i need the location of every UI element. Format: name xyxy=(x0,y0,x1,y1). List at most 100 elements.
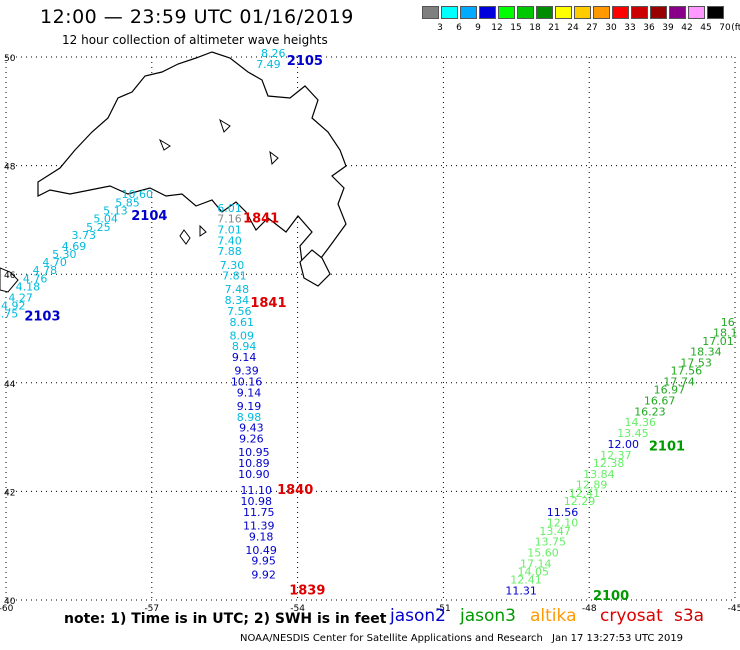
legend-label: 15 xyxy=(510,23,522,33)
lon-tick-label: -60 xyxy=(0,604,14,614)
lon-tick-label: -48 xyxy=(582,604,597,614)
pass-time-label: 2101 xyxy=(649,440,685,455)
swh-value: 5.13 xyxy=(103,204,128,217)
legend-swatch xyxy=(669,6,686,19)
legend-label: 9 xyxy=(475,23,481,33)
lat-tick-label: 46 xyxy=(4,271,16,281)
swh-value: 11.10 xyxy=(241,484,273,497)
legend-swatch xyxy=(593,6,610,19)
swh-value: 10.90 xyxy=(238,468,270,481)
swh-value: 9.14 xyxy=(237,386,262,399)
swh-value: 9.92 xyxy=(251,568,276,581)
legend-label: 18 xyxy=(529,23,541,33)
swh-value: 12.89 xyxy=(576,479,608,492)
swh-value: 4.78 xyxy=(33,264,58,277)
swh-value: 15.60 xyxy=(527,547,559,560)
coast-island-4 xyxy=(219,118,231,133)
swh-value: 13.75 xyxy=(535,536,567,549)
legend-swatch xyxy=(688,6,705,19)
swh-value: 7.40 xyxy=(217,234,242,247)
swh-value: 12.00 xyxy=(607,438,639,451)
swh-value: 4.75 xyxy=(0,308,18,321)
lat-tick-label: 40 xyxy=(4,597,16,607)
swh-value: 10.16 xyxy=(231,376,263,389)
swh-value: 4.27 xyxy=(8,291,33,304)
legend-swatch xyxy=(555,6,572,19)
legend-swatch xyxy=(517,6,534,19)
legend-swatch xyxy=(422,6,439,19)
lon-tick-label: -45 xyxy=(728,604,740,614)
swh-value: 5.04 xyxy=(93,213,118,226)
swh-value: 17.01 xyxy=(702,335,734,348)
pass-time-labels: 2105 2104 2103 1841 1841 1840 1839 2101 2100 xyxy=(24,54,685,604)
swh-value: 12.41 xyxy=(510,574,542,587)
newfoundland-island xyxy=(37,51,347,263)
swh-value: 16.97 xyxy=(654,384,686,397)
swh-value: 12.37 xyxy=(600,449,632,462)
footer-timestamp: Jan 17 13:27:53 UTC 2019 xyxy=(552,633,684,644)
swh-value: 4.18 xyxy=(16,280,41,293)
swh-value: 12.41 xyxy=(569,487,601,500)
swh-value: 16.67 xyxy=(644,395,676,408)
legend-unit: (ft) xyxy=(731,23,740,33)
swh-value: 4.69 xyxy=(62,240,87,253)
swh-value: 14.05 xyxy=(518,566,550,579)
lat-tick-label: 50 xyxy=(4,54,16,64)
pass-time-label: 1839 xyxy=(289,584,325,599)
swh-value: 7.88 xyxy=(217,245,242,258)
lon-tick-label: -54 xyxy=(290,604,305,614)
legend-label: 45 xyxy=(700,23,712,33)
swh-value: 7.48 xyxy=(225,283,250,296)
mission-jason2: jason2 xyxy=(390,606,446,626)
swh-value: 17.53 xyxy=(680,357,712,370)
pass-time-label: 2100 xyxy=(593,589,629,604)
swh-value: 12.29 xyxy=(564,495,596,508)
swh-value: 8.98 xyxy=(237,411,262,424)
swh-value: 9.95 xyxy=(251,555,276,568)
swh-value: 10.98 xyxy=(241,495,273,508)
swh-value: 10.49 xyxy=(245,544,277,557)
swh-value: 9.26 xyxy=(239,433,264,446)
swh-value: 11.56 xyxy=(547,506,579,519)
legend-label: 70 xyxy=(719,23,731,33)
swh-value: 3.73 xyxy=(72,229,97,242)
legend-swatch xyxy=(650,6,667,19)
swh-value: 5.25 xyxy=(86,221,111,234)
swh-value: 18.34 xyxy=(690,346,722,359)
swh-value: 18.1 xyxy=(713,327,738,340)
swh-value: 7.81 xyxy=(222,270,247,283)
lat-tick-label: 44 xyxy=(4,380,16,390)
swh-value: 7.49 xyxy=(256,58,281,71)
swh-value: 13.84 xyxy=(583,468,615,481)
swh-value: 8.26 xyxy=(261,47,286,60)
swh-value: 7.01 xyxy=(217,223,242,236)
legend-swatch xyxy=(441,6,458,19)
legend-label: 30 xyxy=(605,23,617,33)
swh-value: 16 xyxy=(721,316,735,329)
swh-value: 14.36 xyxy=(624,416,656,429)
pass-time-label: 1841 xyxy=(250,296,286,311)
cape-breton-edge xyxy=(0,267,19,293)
mission-cryosat: cryosat xyxy=(600,606,663,626)
lon-tick-label: -51 xyxy=(436,604,451,614)
legend-label: 36 xyxy=(643,23,655,33)
legend-swatch xyxy=(574,6,591,19)
lat-tick-label: 48 xyxy=(4,163,16,173)
legend-swatch xyxy=(631,6,648,19)
legend-swatch xyxy=(612,6,629,19)
swh-value: 8.61 xyxy=(229,316,254,329)
swh-value: 5.30 xyxy=(52,248,77,261)
legend-label: 42 xyxy=(681,23,693,33)
swh-value: 16.23 xyxy=(634,405,666,418)
mission-s3a: s3a xyxy=(674,606,705,626)
mission-altika: altika xyxy=(530,606,577,626)
swh-value: 12.38 xyxy=(593,457,625,470)
swh-value: 6.01 xyxy=(217,202,242,215)
swh-value: 11.31 xyxy=(505,585,537,598)
swh-value: 5.85 xyxy=(115,196,140,209)
coast-island-5 xyxy=(158,138,171,151)
legend-label: 39 xyxy=(662,23,674,33)
swh-value: 4.92 xyxy=(1,299,26,312)
legend-label: 3 xyxy=(437,23,443,33)
